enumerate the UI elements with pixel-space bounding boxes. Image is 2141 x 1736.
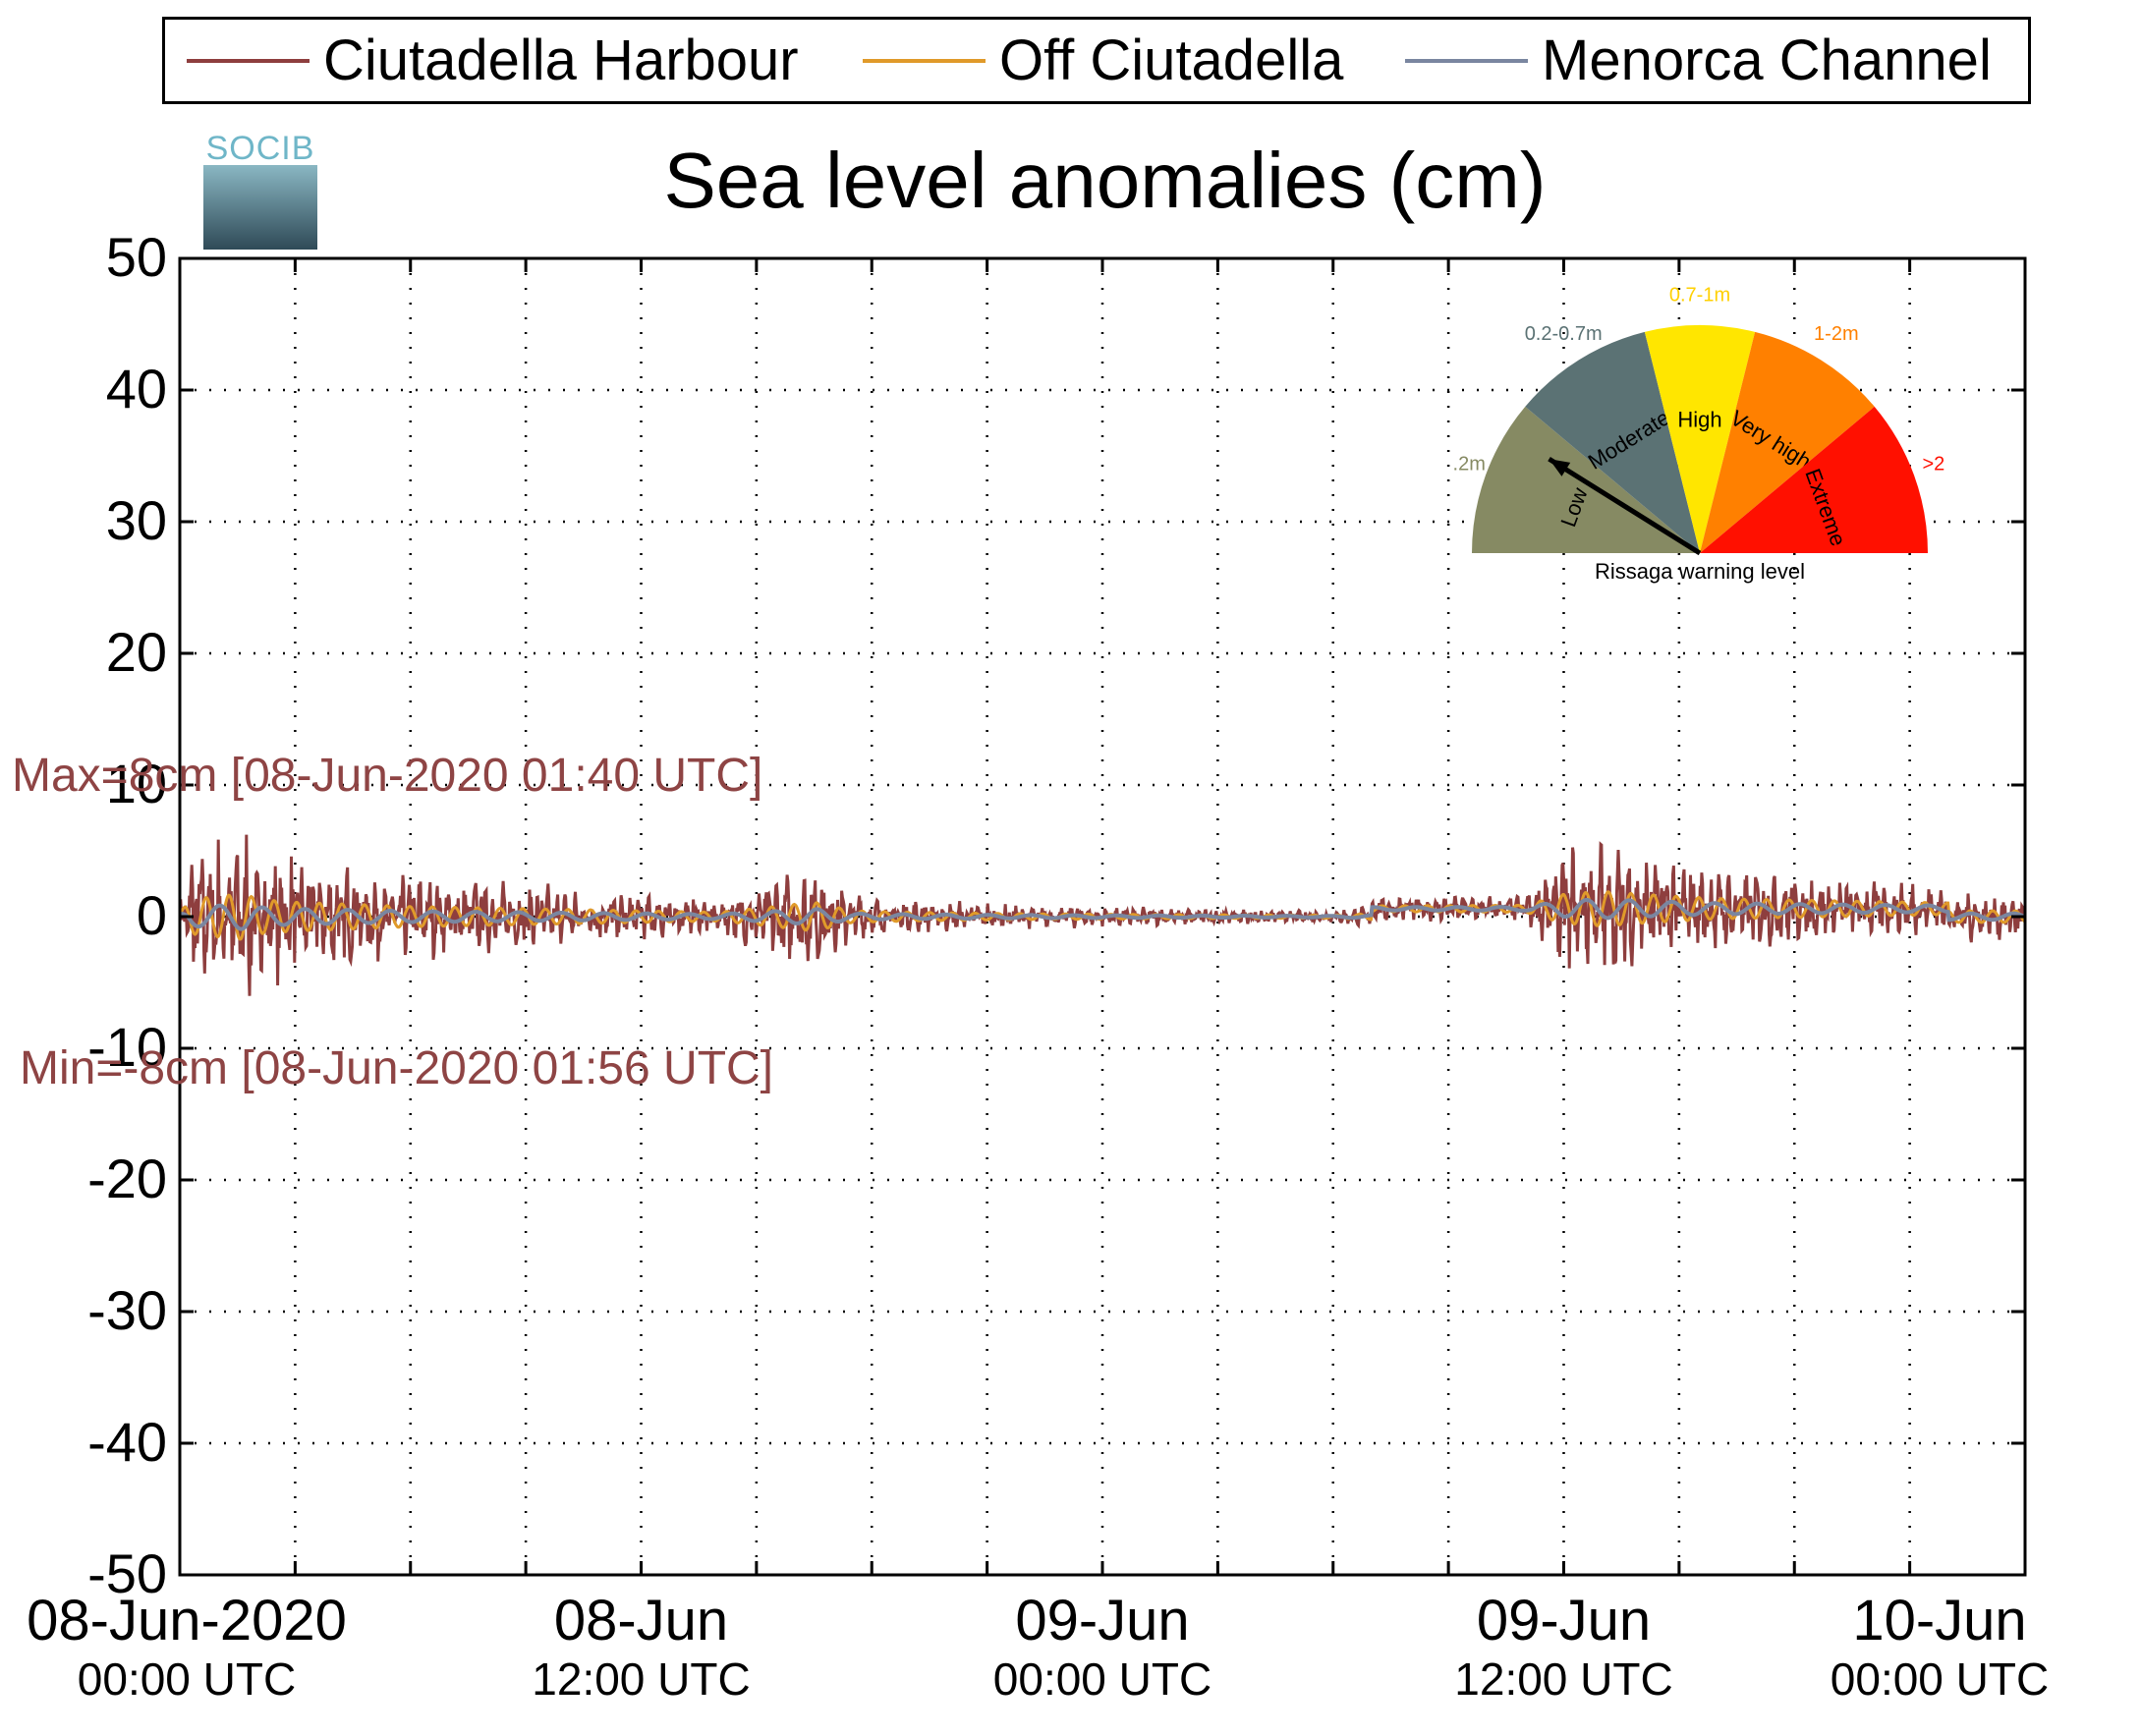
chart-title: Sea level anomalies (cm)	[663, 137, 1547, 224]
x-tick-date: 08-Jun	[553, 1589, 729, 1652]
y-tick-label: -40	[87, 1411, 167, 1473]
y-tick-label: -10	[87, 1016, 167, 1078]
y-tick-label: 40	[105, 358, 167, 420]
y-tick-label: 50	[105, 226, 167, 288]
x-tick-label: 08-Jun-2020 00:00 UTC	[0, 1592, 393, 1708]
x-tick-time: 12:00 UTC	[1454, 1653, 1673, 1705]
x-tick-time: 00:00 UTC	[1830, 1653, 2050, 1705]
legend-swatch-off-ciutadella	[863, 58, 986, 63]
socib-logo: SOCIB	[201, 130, 319, 250]
legend: Ciutadella Harbour Off Ciutadella Menorc…	[162, 17, 2031, 104]
y-tick-label: -20	[87, 1148, 167, 1209]
x-tick-label: 09-Jun 00:00 UTC	[896, 1592, 1309, 1708]
y-tick-label: 30	[105, 489, 167, 551]
y-tick-label: 10	[105, 753, 167, 814]
x-tick-date: 09-Jun	[1015, 1589, 1190, 1652]
gauge-pointer-head	[1549, 459, 1571, 476]
y-tick-label: -50	[87, 1542, 167, 1604]
y-tick-label: 20	[105, 621, 167, 683]
x-tick-time: 12:00 UTC	[532, 1653, 751, 1705]
x-tick-date: 10-Jun	[1852, 1589, 2027, 1652]
gauge-segment-label: High	[1677, 407, 1721, 431]
legend-item-off-ciutadella: Off Ciutadella	[863, 20, 1343, 101]
max-annotation: Max=8cm [08-Jun-2020 01:40 UTC]	[12, 750, 763, 802]
x-tick-label: 09-Jun 12:00 UTC	[1358, 1592, 1771, 1708]
x-tick-label: 10-Jun 00:00 UTC	[1733, 1592, 2141, 1708]
gauge-segment-moderate	[1525, 331, 1700, 553]
gauge-caption: Rissaga warning level	[1595, 559, 1805, 584]
gauge-range-label: 1-2m	[1814, 323, 1859, 345]
legend-label: Ciutadella Harbour	[323, 28, 799, 92]
gauge-range-label: >2m	[1922, 454, 1945, 476]
gauge-segment-extreme	[1700, 406, 1928, 553]
legend-swatch-menorca-channel	[1405, 58, 1528, 63]
min-annotation: Min=-8cm [08-Jun-2020 01:56 UTC]	[20, 1042, 774, 1094]
legend-item-menorca-channel: Menorca Channel	[1405, 20, 1992, 101]
x-tick-date: 09-Jun	[1476, 1589, 1652, 1652]
legend-label: Menorca Channel	[1542, 28, 1992, 92]
series-layer	[178, 834, 2027, 996]
tick-marks	[180, 258, 2025, 1575]
legend-swatch-ciutadella-harbour	[187, 58, 310, 63]
series-line-menorca-channel	[179, 898, 2026, 931]
y-tick-label: 0	[136, 884, 167, 946]
gauge-segment-very-high	[1700, 331, 1875, 553]
gauge-pointer	[1548, 456, 1702, 556]
x-tick-label: 08-Jun 12:00 UTC	[435, 1592, 848, 1708]
gauge-range-label: <0.2m	[1454, 454, 1486, 476]
logo-graphic	[203, 165, 317, 250]
gauge-segment-high	[1644, 325, 1756, 553]
x-tick-time: 00:00 UTC	[77, 1653, 297, 1705]
x-tick-date: 08-Jun-2020	[27, 1589, 347, 1652]
y-tick-label: -30	[87, 1279, 167, 1341]
logo-text: SOCIB	[205, 130, 315, 167]
legend-item-ciutadella-harbour: Ciutadella Harbour	[187, 20, 799, 101]
gauge-range-label: 0.7-1m	[1669, 284, 1730, 306]
legend-label: Off Ciutadella	[999, 28, 1344, 92]
x-tick-time: 00:00 UTC	[992, 1653, 1212, 1705]
gauge-range-label: 0.2-0.7m	[1525, 323, 1603, 345]
